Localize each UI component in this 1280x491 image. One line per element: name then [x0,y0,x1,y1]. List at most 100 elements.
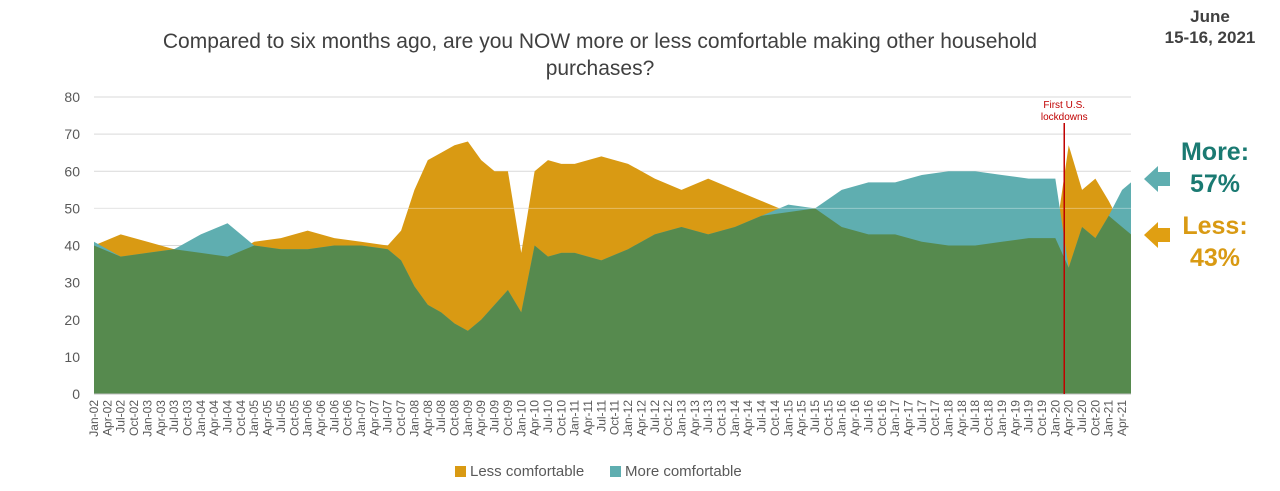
x-tick-label: Jul-15 [808,400,822,433]
chart-title: Compared to six months ago, are you NOW … [162,30,1038,80]
x-tick-label: Apr-03 [154,400,168,436]
less-arrow-tail [1157,228,1170,242]
survey-date: June 15-16, 2021 [1150,6,1270,48]
x-tick-label: Apr-02 [100,400,114,436]
x-tick-label: Oct-12 [661,400,675,436]
less-callout-value: 43% [1189,244,1241,272]
x-tick-label: Oct-07 [394,400,408,436]
x-tick-label: Jul-20 [1075,400,1089,433]
x-tick-label: Apr-09 [474,400,488,436]
x-tick-label: Jan-10 [514,400,528,437]
legend-more-swatch [610,466,621,477]
x-tick-label: Oct-19 [1035,400,1049,436]
x-tick-label: Oct-18 [982,400,996,436]
x-tick-label: Oct-13 [715,400,729,436]
lockdown-annotation-line2: lockdowns [1041,112,1088,123]
more-arrow-tail [1157,172,1170,186]
x-tick-label: Jan-16 [835,400,849,437]
x-tick-label: Jan-08 [407,400,421,437]
x-tick-label: Jul-18 [968,400,982,433]
x-tick-label: Oct-04 [234,400,248,436]
x-tick-label: Jan-11 [568,400,582,436]
x-tick-label: Jul-04 [221,400,235,433]
more-arrow-icon [1144,166,1158,192]
y-tick-label: 40 [64,238,80,254]
x-tick-label: Apr-13 [688,400,702,436]
x-tick-label: Jan-17 [888,400,902,437]
x-tick-label: Jan-06 [301,400,315,437]
x-tick-label: Jul-10 [541,400,555,433]
x-tick-label: Oct-02 [127,400,141,436]
x-tick-label: Apr-14 [741,400,755,436]
x-tick-label: Jan-15 [781,400,795,437]
x-tick-label: Apr-06 [314,400,328,436]
x-tick-label: Jul-14 [755,400,769,433]
x-tick-label: Jul-07 [381,400,395,433]
y-tick-label: 60 [64,163,80,179]
x-tick-label: Apr-12 [634,400,648,436]
x-tick-label: Jan-14 [728,400,742,437]
x-tick-label: Jul-08 [434,400,448,433]
overlap-area [94,208,1131,394]
x-tick-label: Jan-09 [461,400,475,437]
x-tick-label: Jul-03 [167,400,181,433]
more-callout-value: 57% [1189,170,1241,198]
x-tick-label: Oct-17 [928,400,942,436]
x-tick-label: Jul-11 [594,400,608,432]
y-tick-label: 70 [64,126,80,142]
x-tick-label: Apr-11 [581,400,595,435]
x-tick-label: Jul-19 [1022,400,1036,433]
x-tick-label: Jan-21 [1102,400,1116,437]
x-tick-label: Apr-21 [1115,400,1129,436]
x-tick-label: Jul-12 [648,400,662,433]
x-tick-label: Oct-08 [448,400,462,436]
x-tick-label: Jul-17 [915,400,929,433]
survey-date-line2: 15-16, 2021 [1164,28,1256,47]
x-tick-label: Oct-16 [875,400,889,436]
y-tick-label: 80 [64,89,80,105]
y-tick-label: 20 [64,312,80,328]
legend-less-label: Less comfortable [470,463,585,480]
survey-date-line1: June [1190,7,1230,26]
x-tick-label: Oct-09 [501,400,515,436]
x-tick-label: Apr-07 [367,400,381,436]
x-tick-label: Oct-11 [608,400,622,435]
x-tick-label: Oct-14 [768,400,782,436]
x-tick-label: Oct-10 [554,400,568,436]
x-tick-label: Jan-04 [194,400,208,437]
y-tick-label: 0 [72,386,80,402]
x-tick-label: Jul-09 [488,400,502,433]
x-tick-label: Jan-02 [87,400,101,437]
x-tick-label: Apr-15 [795,400,809,436]
y-tick-label: 50 [64,200,80,216]
x-tick-label: Jan-03 [140,400,154,437]
x-tick-label: Jan-13 [674,400,688,437]
x-tick-label: Jul-06 [327,400,341,433]
x-tick-label: Apr-17 [901,400,915,436]
x-tick-label: Oct-20 [1088,400,1102,436]
more-callout: More: 57% [1160,136,1270,200]
x-tick-label: Jan-18 [942,400,956,437]
x-tick-label: Jul-02 [114,400,128,433]
x-tick-label: Apr-20 [1062,400,1076,436]
x-tick-label: Apr-04 [207,400,221,436]
x-tick-label: Oct-15 [821,400,835,436]
x-tick-label: Apr-10 [528,400,542,436]
x-tick-label: Jan-20 [1048,400,1062,437]
less-arrow-icon [1144,222,1158,248]
legend-less-swatch [455,466,466,477]
lockdown-annotation-line1: First U.S. [1043,100,1085,111]
y-tick-label: 10 [64,349,80,365]
x-tick-label: Apr-18 [955,400,969,436]
x-tick-label: Oct-06 [341,400,355,436]
y-tick-label: 30 [64,275,80,291]
more-callout-label: More: [1180,138,1250,166]
legend-less: Less comfortable [455,463,584,480]
legend-more-label: More comfortable [625,463,742,480]
x-tick-label: Apr-19 [1008,400,1022,436]
x-tick-label: Apr-05 [261,400,275,436]
x-tick-label: Jan-12 [621,400,635,437]
x-tick-label: Jan-19 [995,400,1009,437]
x-tick-label: Jul-05 [274,400,288,433]
